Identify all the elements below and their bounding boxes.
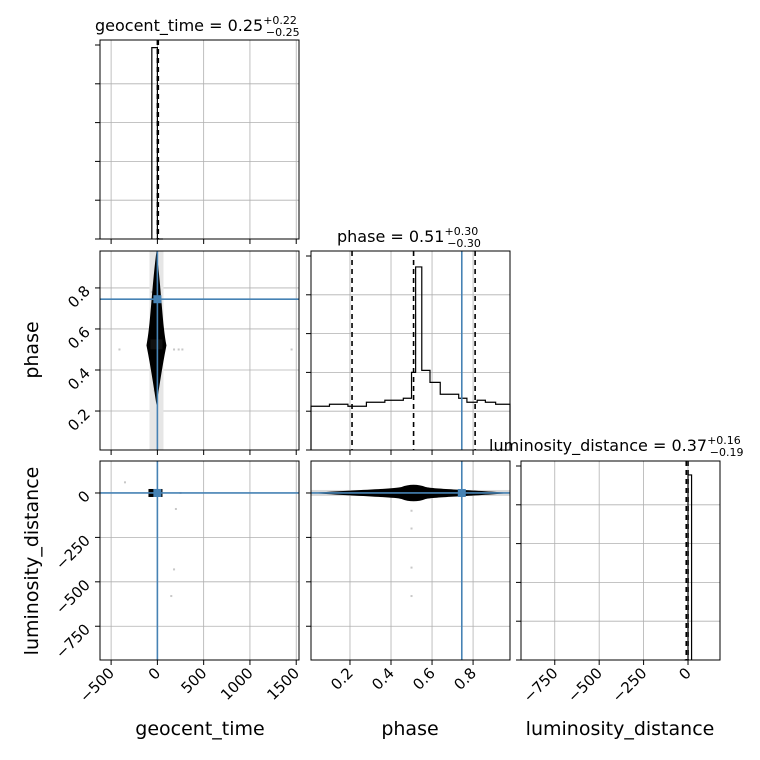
panel-luminosity_distance-vs-geocent_time-ytick-label-1: −500	[52, 576, 94, 618]
panel-phase-vs-geocent_time-point-1	[173, 348, 176, 351]
panel-luminosity_distance-vs-geocent_time-xtick-label-0: −500	[76, 664, 118, 706]
ticks-layer: −750 −500 −250 00.20.40.60.8−500 0 500 1000 150…	[52, 44, 695, 706]
panel-phase-vs-geocent_time-point-3	[181, 348, 184, 351]
panel-phase-vs-geocent_time-point-5	[150, 291, 153, 294]
panel-luminosity_distance-vs-geocent_time-xtick-label-2: 500	[178, 664, 211, 697]
panel-luminosity_distance-vs-geocent_time-point-1	[173, 568, 176, 571]
hist-luminosity_distance-xtick-label-2: −250	[609, 664, 651, 706]
panel-phase-vs-geocent_time-point-4	[290, 348, 293, 351]
panel-luminosity_distance-vs-phase-frame	[310, 460, 511, 661]
grid-layer	[100, 40, 720, 660]
panel-phase-vs-geocent_time-ytick-label-2: 0.6	[64, 323, 94, 353]
panel-luminosity_distance-vs-phase-point-1	[410, 527, 413, 530]
panel-luminosity_distance-vs-geocent_time-xtick-label-1: 0	[145, 664, 164, 683]
xlabel-phase: phase	[381, 718, 438, 740]
panel-luminosity_distance-vs-phase-point-3	[410, 595, 413, 598]
hist-phase-step	[310, 266, 511, 450]
density-contour-phase-geocent	[146, 251, 167, 405]
marks-layer	[100, 40, 693, 661]
panel-phase-vs-geocent_time-ytick-label-1: 0.4	[64, 364, 94, 394]
ylabel-luminosity-distance: luminosity_distance	[21, 467, 43, 656]
title-luminosity-distance: luminosity_distance = 0.37+0.16 −0.19	[489, 434, 744, 459]
xlabel-luminosity-distance: luminosity_distance	[526, 718, 715, 740]
panel-luminosity_distance-vs-geocent_time-truth-marker	[153, 488, 162, 497]
hist-luminosity_distance-frame	[520, 460, 721, 661]
hist-luminosity_distance-xtick-label-3: 0	[675, 664, 694, 683]
panel-luminosity_distance-vs-geocent_time-point-3	[174, 507, 177, 510]
hist-luminosity_distance-xtick-label-1: −500	[564, 664, 606, 706]
panel-luminosity_distance-vs-geocent_time-point-2	[170, 595, 173, 598]
panel-luminosity_distance-vs-geocent_time-ytick-label-2: −250	[52, 532, 94, 574]
panel-phase-vs-geocent_time-frame	[99, 250, 300, 451]
panel-phase-vs-geocent_time-ytick-label-3: 0.8	[64, 282, 94, 312]
panel-phase-vs-geocent_time-ytick-label-0: 0.2	[64, 405, 94, 435]
frames-layer	[99, 39, 721, 661]
panel-luminosity_distance-vs-geocent_time-xtick-label-3: 1000	[217, 664, 257, 704]
panel-phase-vs-geocent_time-point-2	[177, 348, 180, 351]
hist-luminosity_distance-xtick-label-0: −750	[520, 664, 562, 706]
hist-phase-frame	[310, 250, 511, 451]
panel-phase-vs-geocent_time-truth-marker	[153, 295, 162, 304]
title-geocent-time: geocent_time = 0.25+0.22 −0.25	[95, 14, 300, 39]
panel-luminosity_distance-vs-phase-xtick-label-0: 0.2	[327, 664, 357, 694]
panel-luminosity_distance-vs-geocent_time-ytick-label-3: 0	[74, 487, 93, 506]
panel-luminosity_distance-vs-geocent_time-ytick-label-0: −750	[52, 620, 94, 662]
density-peak-phase-geocent	[150, 339, 163, 350]
panel-luminosity_distance-vs-phase-truth-marker	[457, 488, 466, 497]
xlabel-geocent-time: geocent_time	[135, 718, 264, 740]
title-phase: phase = 0.51+0.30 −0.30	[337, 225, 481, 250]
panel-luminosity_distance-vs-phase-point-2	[410, 566, 413, 569]
hist-geocent_time-frame	[99, 39, 300, 240]
panel-luminosity_distance-vs-geocent_time-frame	[99, 460, 300, 661]
ylabel-phase: phase	[21, 321, 43, 378]
panel-phase-vs-geocent_time-point-0	[118, 348, 121, 351]
panel-luminosity_distance-vs-phase-xtick-label-3: 0.8	[450, 664, 480, 694]
panel-luminosity_distance-vs-phase-xtick-label-1: 0.4	[368, 664, 398, 694]
panel-luminosity_distance-vs-phase-xtick-label-2: 0.6	[409, 664, 439, 694]
panel-luminosity_distance-vs-geocent_time-xtick-label-4: 1500	[263, 664, 303, 704]
panel-luminosity_distance-vs-geocent_time-point-0	[123, 481, 126, 484]
panel-luminosity_distance-vs-phase-point-0	[410, 509, 413, 512]
